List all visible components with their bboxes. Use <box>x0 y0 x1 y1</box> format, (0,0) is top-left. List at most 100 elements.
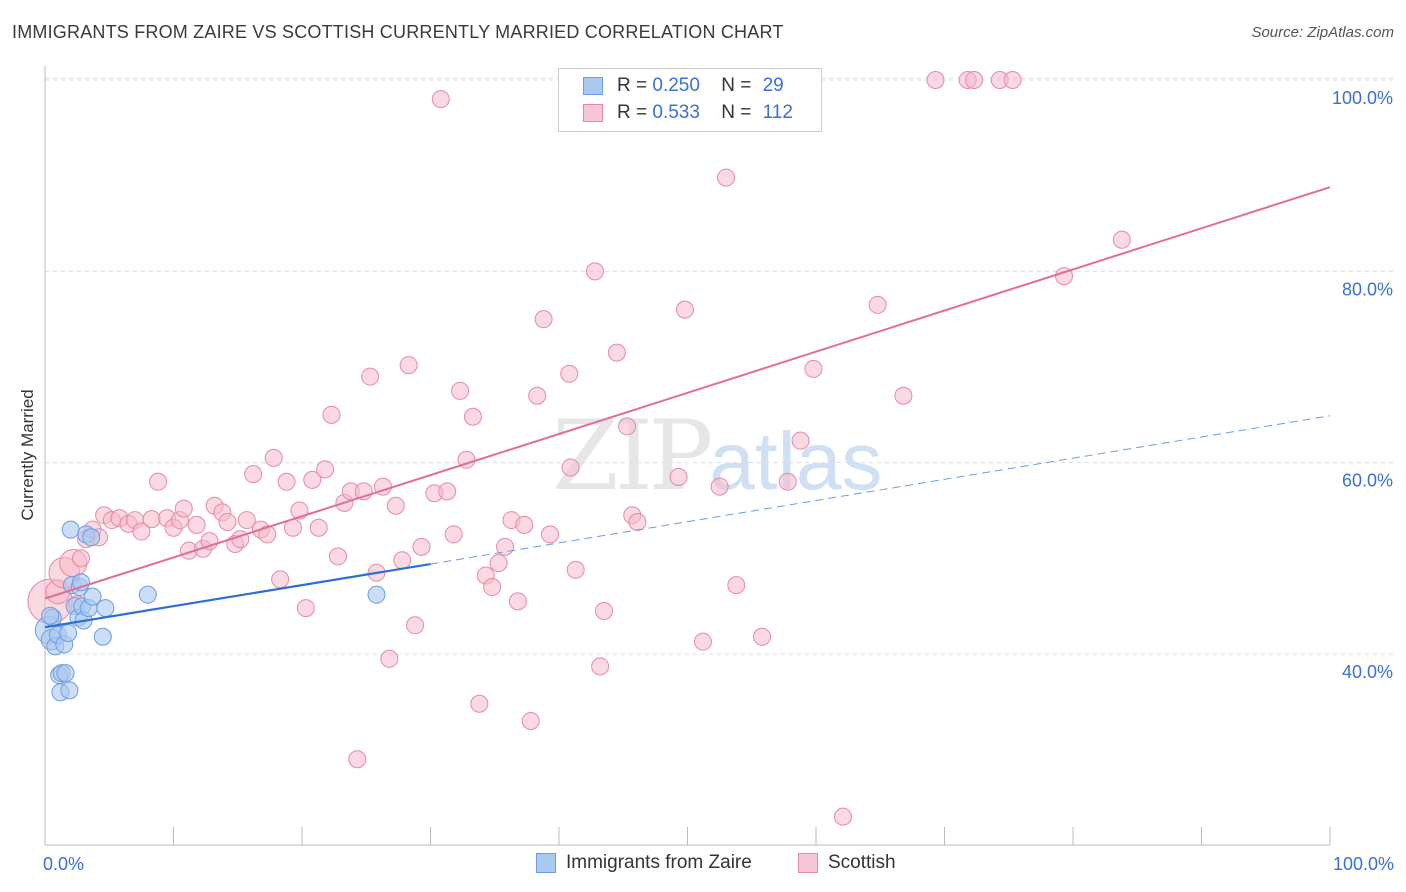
scottish-point <box>1112 230 1131 249</box>
bottom-legend-zaire: Immigrants from Zaire <box>536 852 752 878</box>
source-label: Source: ZipAtlas.com <box>1251 24 1394 41</box>
scottish-point <box>607 343 626 362</box>
scottish-point <box>717 168 736 187</box>
scottish-point <box>328 547 347 566</box>
scottish-point <box>791 431 810 450</box>
scottish-point <box>303 470 322 489</box>
legend-n-label: N = <box>721 102 752 123</box>
bottom-legend-label-zaire: Immigrants from Zaire <box>566 852 752 873</box>
scottish-point <box>528 386 547 405</box>
scottish-trend-line <box>44 186 1331 600</box>
zaire-point <box>138 585 157 604</box>
scottish-point <box>348 750 367 769</box>
scottish-point <box>380 649 399 668</box>
zaire-point <box>83 587 102 606</box>
scottish-point <box>237 511 256 530</box>
scottish-point <box>386 496 405 515</box>
scottish-point <box>438 482 457 501</box>
x-tick-label: 0.0% <box>43 854 84 874</box>
y-tick-label: 60.0% <box>1342 471 1393 491</box>
zaire-point <box>56 664 75 683</box>
scottish-point <box>585 262 604 281</box>
scottish-point <box>560 364 579 383</box>
legend-row-scottish: R = 0.533 N = 112 <box>583 102 793 128</box>
scottish-point <box>669 468 688 487</box>
scottish-point <box>71 549 90 568</box>
scottish-point <box>296 599 315 618</box>
y-tick-label: 100.0% <box>1332 88 1393 108</box>
zaire-point <box>59 623 78 642</box>
scottish-point <box>566 560 585 579</box>
scottish-point <box>675 300 694 319</box>
scottish-point <box>142 510 161 529</box>
scottish-point <box>868 295 887 314</box>
scottish-point <box>521 711 540 730</box>
scottish-point <box>322 405 341 424</box>
bottom-legend-swatch-scottish <box>798 852 818 873</box>
scottish-point <box>591 657 610 676</box>
scottish-point <box>778 472 797 491</box>
scottish-point <box>727 576 746 595</box>
scottish-point <box>393 551 412 570</box>
scottish-point <box>534 310 553 329</box>
zaire-point <box>93 627 112 646</box>
legend-n-value-scottish: 112 <box>762 102 793 123</box>
scottish-point <box>710 477 729 496</box>
scottish-point <box>489 554 508 573</box>
chart-title: IMMIGRANTS FROM ZAIRE VS SCOTTISH CURREN… <box>12 22 784 42</box>
scottish-point <box>271 570 290 589</box>
scottish-point <box>361 367 380 386</box>
legend-swatch-zaire <box>583 76 603 95</box>
bottom-legend-label-scottish: Scottish <box>828 852 896 873</box>
legend-box: R = 0.250 N = 29 R = 0.533 N = 112 <box>558 68 822 132</box>
scottish-point <box>174 499 193 518</box>
scottish-point <box>470 694 489 713</box>
bottom-legend-swatch-zaire <box>536 852 556 873</box>
scottish-point <box>277 472 296 491</box>
y-tick-label: 40.0% <box>1342 662 1393 682</box>
bottom-legend-scottish: Scottish <box>798 852 896 878</box>
scottish-point <box>693 632 712 651</box>
scottish-point <box>244 465 263 484</box>
scottish-point <box>412 537 431 556</box>
scottish-point <box>833 807 852 826</box>
watermark: ZIPatlas <box>552 400 883 512</box>
scottish-point <box>399 356 418 375</box>
zaire-point <box>60 681 79 700</box>
scottish-point <box>483 578 502 597</box>
zaire-trend-line <box>44 562 431 629</box>
legend-r-value-scottish: 0.533 <box>652 102 700 123</box>
scottish-point <box>316 460 335 479</box>
scottish-point <box>444 525 463 544</box>
scottish-point <box>965 71 984 89</box>
scottish-point <box>406 616 425 635</box>
zaire-point <box>61 520 80 539</box>
scottish-point <box>218 512 237 531</box>
scottish-point <box>561 458 580 477</box>
zaire-point <box>82 528 101 547</box>
legend-r-label: R = <box>617 102 648 123</box>
x-tick-label: 100.0% <box>1333 854 1394 874</box>
scottish-point <box>451 381 470 400</box>
zaire-point <box>367 585 386 604</box>
scottish-point <box>264 448 283 467</box>
y-tick-label: 80.0% <box>1342 279 1393 299</box>
zaire-trend-extension <box>430 415 1331 565</box>
scottish-point <box>894 386 913 405</box>
scottish-point <box>309 518 328 537</box>
scottish-point <box>431 90 450 109</box>
zaire-point <box>96 599 115 618</box>
legend-n-label: N = <box>721 75 752 96</box>
scottish-point <box>618 417 637 436</box>
scottish-point <box>508 592 527 611</box>
scottish-point <box>753 627 772 646</box>
scottish-point <box>594 601 613 620</box>
scottish-point <box>187 515 206 534</box>
scottish-point <box>1003 71 1022 89</box>
scottish-point <box>132 522 151 541</box>
scottish-point <box>258 525 277 544</box>
scottish-point <box>926 71 945 89</box>
legend-swatch-scottish <box>583 103 603 122</box>
legend-n-value-zaire: 29 <box>762 75 784 96</box>
